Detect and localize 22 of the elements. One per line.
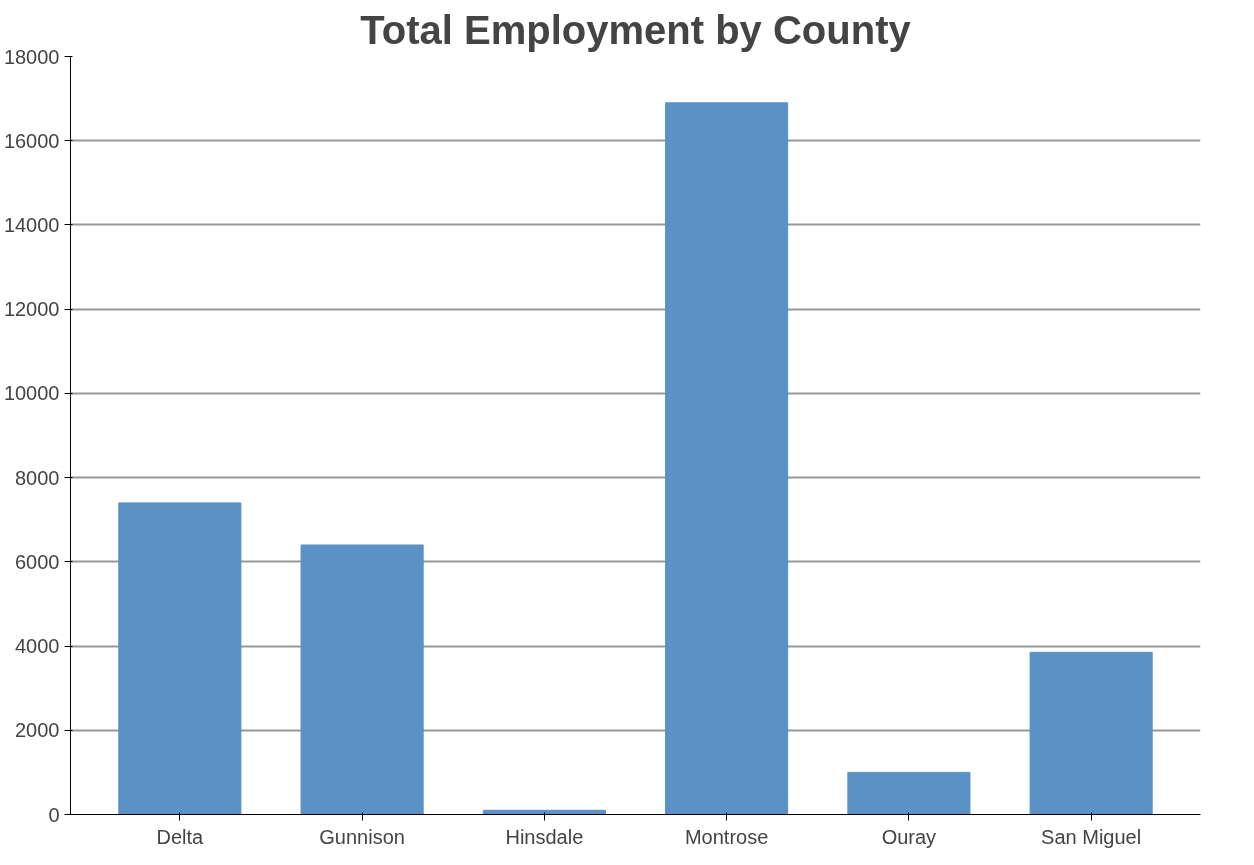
y-tick-label: 14000 — [3, 213, 60, 236]
y-tick-label: 8000 — [15, 466, 60, 489]
x-tick-label: San Miguel — [1041, 825, 1142, 848]
chart-title: Total Employment by County — [360, 7, 912, 52]
x-tick-label: Ouray — [881, 825, 937, 848]
y-tick-label: 12000 — [3, 298, 60, 321]
x-tick-label: Montrose — [684, 825, 769, 848]
y-tick-label: 16000 — [3, 129, 60, 152]
bar — [847, 771, 971, 815]
y-tick-label: 6000 — [15, 550, 60, 573]
y-tick-label: 2000 — [15, 719, 60, 742]
y-tick-label: 0 — [48, 803, 60, 826]
bar — [118, 502, 242, 815]
bar — [1029, 651, 1153, 815]
bar — [300, 544, 424, 815]
y-tick-label: 10000 — [3, 382, 60, 405]
y-tick-label: 4000 — [15, 635, 60, 658]
bar — [665, 102, 789, 815]
y-tick-label: 18000 — [3, 45, 60, 68]
x-tick-label: Gunnison — [319, 825, 405, 848]
x-tick-label: Hinsdale — [505, 825, 584, 848]
x-tick-label: Delta — [156, 825, 205, 848]
